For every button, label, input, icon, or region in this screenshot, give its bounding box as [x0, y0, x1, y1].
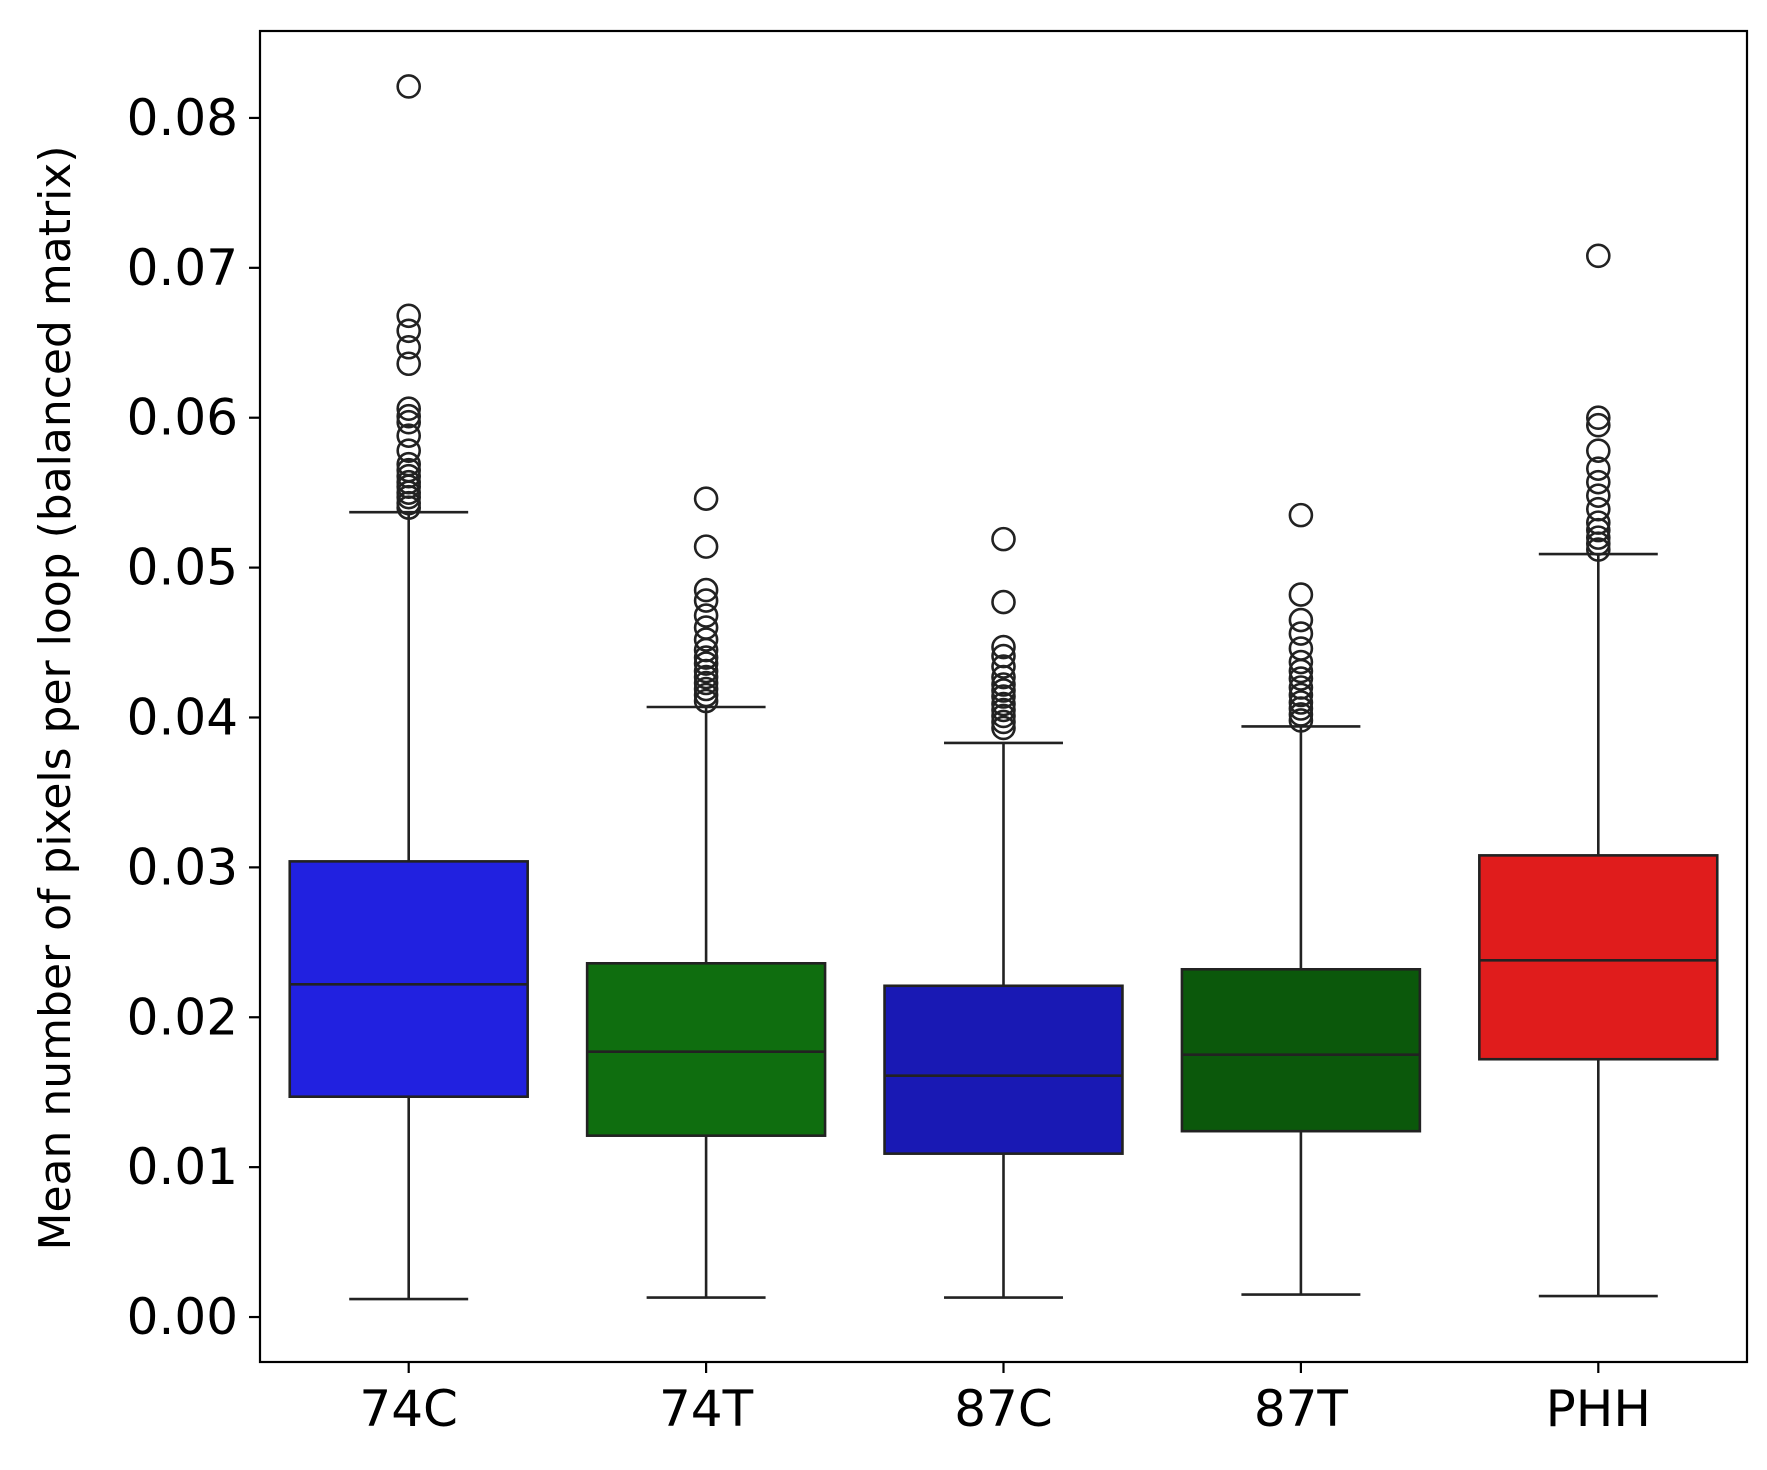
outlier-point	[1586, 412, 1611, 438]
box-iqr	[585, 961, 827, 1137]
outlier-point	[1586, 438, 1611, 463]
outlier-point	[693, 588, 719, 613]
outlier-point	[991, 715, 1016, 741]
outlier-point	[693, 670, 719, 696]
outlier-point	[991, 709, 1016, 735]
outlier-point	[991, 691, 1016, 717]
box-group-87t	[1180, 502, 1422, 1296]
outlier-point	[693, 615, 719, 640]
outlier-point	[396, 469, 422, 495]
outlier-point	[1288, 621, 1314, 646]
outlier-point	[396, 74, 422, 99]
outlier-point	[1288, 582, 1314, 607]
outlier-point	[1586, 525, 1611, 550]
outlier-point	[991, 672, 1016, 697]
outlier-point	[1288, 502, 1314, 528]
y-tick-label: 0.02	[127, 988, 238, 1046]
outlier-point	[1586, 483, 1611, 508]
y-tick-label: 0.07	[127, 239, 238, 297]
outlier-point	[396, 423, 422, 448]
outlier-point	[693, 682, 719, 708]
y-tick-label: 0.08	[127, 89, 238, 147]
outlier-point	[1586, 496, 1611, 522]
x-tick-label: 74T	[659, 1380, 754, 1438]
outlier-point	[991, 526, 1016, 552]
outlier-point	[693, 651, 719, 676]
outlier-point	[396, 303, 422, 329]
outlier-point	[396, 457, 422, 483]
outlier-point	[693, 486, 719, 511]
box-group-87c	[883, 526, 1124, 1299]
y-tick-label: 0.04	[127, 688, 238, 746]
box-iqr	[288, 860, 529, 1098]
outlier-point	[396, 463, 422, 489]
outlier-point	[693, 603, 719, 628]
box-group-74t	[585, 486, 827, 1299]
outlier-point	[1288, 649, 1314, 675]
x-tick-label: 87T	[1254, 1380, 1349, 1438]
outlier-point	[1288, 702, 1314, 727]
outlier-point	[396, 451, 422, 477]
y-tick-label: 0.06	[127, 389, 238, 447]
outlier-point	[991, 654, 1016, 679]
box-iqr	[883, 984, 1124, 1155]
y-tick-label: 0.03	[127, 838, 238, 896]
outlier-point	[693, 664, 719, 690]
outlier-point	[1288, 682, 1314, 708]
outlier-point	[396, 351, 422, 377]
box-iqr	[1478, 854, 1719, 1061]
outlier-point	[396, 438, 422, 463]
outlier-point	[991, 643, 1016, 669]
outlier-point	[1586, 243, 1611, 269]
y-axis-label: Mean number of pixels per loop (balanced…	[30, 146, 81, 1251]
outlier-point	[1288, 666, 1314, 691]
outlier-point	[396, 396, 422, 422]
y-tick-label: 0.01	[127, 1138, 238, 1196]
x-tick-label: PHH	[1546, 1380, 1651, 1438]
outlier-point	[693, 645, 719, 670]
outlier-point	[693, 676, 719, 702]
outlier-point	[1288, 675, 1314, 700]
x-tick-label: 74C	[359, 1380, 458, 1438]
outlier-point	[396, 409, 422, 435]
outlier-point	[1586, 405, 1611, 431]
outlier-point	[396, 334, 422, 360]
outlier-point	[1586, 537, 1611, 562]
outlier-point	[991, 703, 1016, 729]
y-axis: 0.00 0.01 0.02 0.03 0.04 0.05 0.06 0.07 0.08	[127, 89, 260, 1346]
outlier-point	[396, 403, 422, 429]
box-iqr	[1180, 967, 1422, 1133]
y-tick-label: 0.05	[127, 539, 238, 597]
outlier-point	[1288, 636, 1314, 661]
outlier-point	[991, 697, 1016, 723]
outlier-point	[1288, 708, 1314, 733]
outlier-point	[693, 534, 719, 559]
outlier-point	[1586, 456, 1611, 481]
box-group-phh	[1478, 243, 1719, 1298]
box-group-74c	[288, 74, 529, 1301]
outlier-point	[693, 577, 719, 603]
outlier-point	[991, 589, 1016, 615]
outlier-point	[991, 678, 1016, 703]
outlier-point	[693, 688, 719, 714]
plot-area	[288, 74, 1719, 1301]
outlier-point	[1288, 607, 1314, 633]
outlier-point	[693, 627, 719, 652]
outlier-point	[1288, 690, 1314, 715]
outlier-point	[1586, 469, 1611, 495]
outlier-point	[991, 684, 1016, 709]
outlier-point	[991, 634, 1016, 660]
outlier-point	[396, 318, 422, 344]
x-axis: 74C 74T 87C 87T PHH	[359, 1362, 1651, 1438]
outlier-point	[1586, 510, 1611, 535]
x-tick-label: 87C	[954, 1380, 1053, 1438]
y-tick-label: 0.00	[127, 1288, 238, 1346]
